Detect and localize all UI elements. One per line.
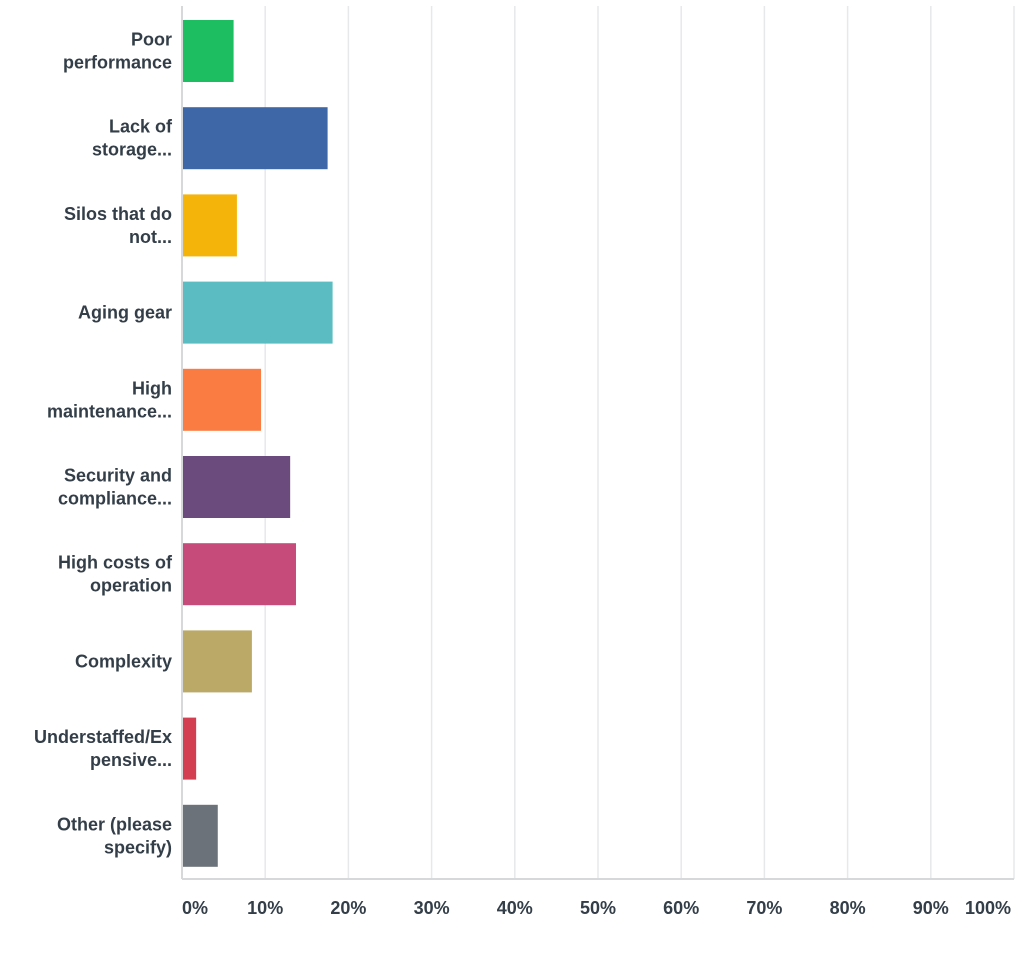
category-label-8: Understaffed/Ex pensive... <box>34 727 172 770</box>
category-label-4: High maintenance... <box>47 378 172 421</box>
category-label-0: Poor performance <box>63 30 172 73</box>
x-tick-label-10: 10% <box>247 898 283 918</box>
category-labels: Poor performance Lack of storage... Silos th… <box>34 30 173 858</box>
bar-2 <box>183 194 237 257</box>
category-label-6: High costs of operation <box>58 553 173 596</box>
x-tick-labels: 0% 10% 20% 30% 40% 50% 60% 70% 80% 90% 100% <box>182 898 1011 918</box>
bar-5 <box>183 456 291 518</box>
x-tick-label-30: 30% <box>414 898 450 918</box>
x-tick-label-20: 20% <box>330 898 366 918</box>
category-label-2: Silos that do not... <box>64 204 172 247</box>
x-tick-label-100: 100% <box>965 898 1011 918</box>
bar-8 <box>183 717 197 780</box>
x-tick-label-0: 0% <box>182 898 208 918</box>
category-label-7: Complexity <box>75 651 172 671</box>
x-tick-label-50: 50% <box>580 898 616 918</box>
bar-0 <box>183 20 234 82</box>
category-label-5: Security and compliance... <box>58 466 172 509</box>
x-tick-label-70: 70% <box>746 898 782 918</box>
bar-1 <box>183 107 328 170</box>
x-tick-label-60: 60% <box>663 898 699 918</box>
bar-9 <box>183 804 218 867</box>
category-label-3: Aging gear <box>78 303 172 323</box>
category-label-9: Other (please specify) <box>57 814 172 857</box>
bars <box>183 20 333 867</box>
x-tick-label-80: 80% <box>830 898 866 918</box>
bar-3 <box>183 281 333 344</box>
bar-4 <box>183 368 262 431</box>
bar-6 <box>183 543 296 606</box>
x-tick-label-40: 40% <box>497 898 533 918</box>
x-tick-label-90: 90% <box>913 898 949 918</box>
bar-7 <box>183 630 252 693</box>
category-label-1: Lack of storage... <box>92 117 173 160</box>
